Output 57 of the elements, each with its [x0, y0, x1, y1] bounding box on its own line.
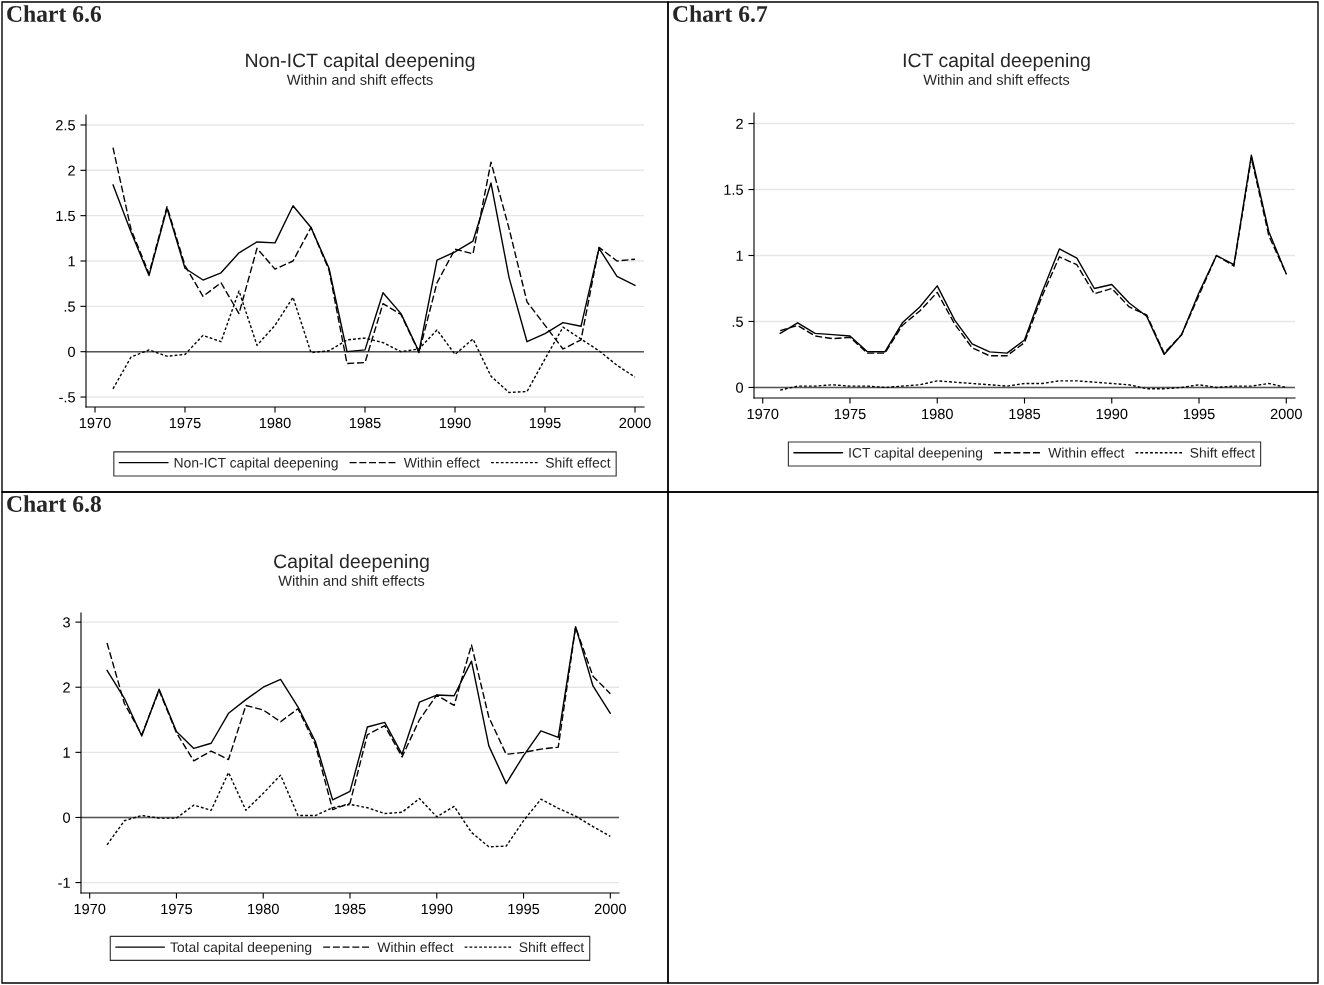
chart-title: ICT capital deepening — [903, 52, 1090, 72]
chart-title: Non-ICT capital deepening — [246, 52, 475, 72]
x-tick-label: 1975 — [161, 903, 193, 915]
x-tick-label: 1985 — [334, 903, 366, 915]
line-series — [779, 380, 1287, 391]
x-tick-label: 1970 — [747, 408, 779, 420]
legend-label: Within effect — [403, 457, 480, 468]
legend-label: Non-ICT capital deepening — [174, 457, 338, 471]
x-tick-label: 1980 — [248, 903, 279, 915]
y-tick-label: 1 — [68, 256, 75, 267]
x-tick-label: 1995 — [508, 903, 540, 915]
y-tick-label: 1 — [736, 250, 743, 261]
chart-subtitle: Within and shift effects — [286, 74, 433, 85]
x-tick-label: 2000 — [619, 417, 651, 429]
legend-label: Shift effect — [1190, 447, 1255, 458]
y-tick-label: .5 — [732, 316, 743, 327]
y-tick-label: 1 — [63, 747, 70, 758]
legend-label: Shift effect — [545, 457, 611, 468]
y-tick-label: 1.5 — [56, 210, 75, 222]
y-tick-label: 2 — [736, 118, 743, 129]
x-tick-label: 1985 — [349, 417, 381, 429]
x-tick-label: 1990 — [1096, 408, 1128, 420]
legend-label: Within effect — [377, 941, 454, 953]
legend-label: ICT capital deepening — [849, 447, 983, 461]
x-tick-label: 1990 — [421, 903, 453, 915]
x-tick-label: 1970 — [79, 417, 111, 429]
x-tick-label: 1995 — [529, 417, 561, 429]
x-tick-label: 1970 — [74, 903, 106, 915]
x-tick-label: 1975 — [169, 417, 201, 429]
x-tick-label: 1985 — [1009, 408, 1041, 420]
x-tick-label: 1980 — [922, 408, 953, 420]
y-tick-label: 2 — [63, 682, 70, 693]
x-tick-label: 2000 — [1270, 408, 1302, 420]
y-tick-label: 2.5 — [56, 120, 75, 131]
caption: Chart 6.6 — [7, 5, 102, 23]
legend-label: Shift effect — [519, 941, 585, 953]
y-tick-label: 1.5 — [724, 184, 743, 195]
x-tick-label: 1980 — [259, 417, 291, 429]
chart-subtitle: Within and shift effects — [923, 74, 1070, 85]
legend-label: Total capital deepening — [170, 941, 312, 955]
x-tick-label: 2000 — [594, 903, 626, 915]
y-tick-label: -.5 — [59, 392, 75, 403]
x-tick-label: 1975 — [834, 408, 866, 420]
caption: Chart 6.8 — [7, 495, 101, 513]
y-tick-label: 0 — [68, 346, 76, 358]
y-tick-label: 2 — [68, 165, 75, 176]
chart-subtitle: Within and shift effects — [278, 575, 425, 586]
x-tick-label: 1990 — [439, 417, 471, 429]
x-tick-label: 1995 — [1183, 408, 1215, 420]
y-tick-label: 0 — [736, 382, 744, 393]
chart-title: Capital deepening — [274, 553, 429, 573]
y-tick-label: 0 — [63, 812, 71, 823]
y-tick-label: -1 — [58, 877, 70, 888]
y-tick-label: .5 — [64, 301, 75, 312]
legend-label: Within effect — [1048, 447, 1125, 458]
caption: Chart 6.7 — [673, 5, 768, 23]
y-tick-label: 3 — [63, 617, 70, 628]
